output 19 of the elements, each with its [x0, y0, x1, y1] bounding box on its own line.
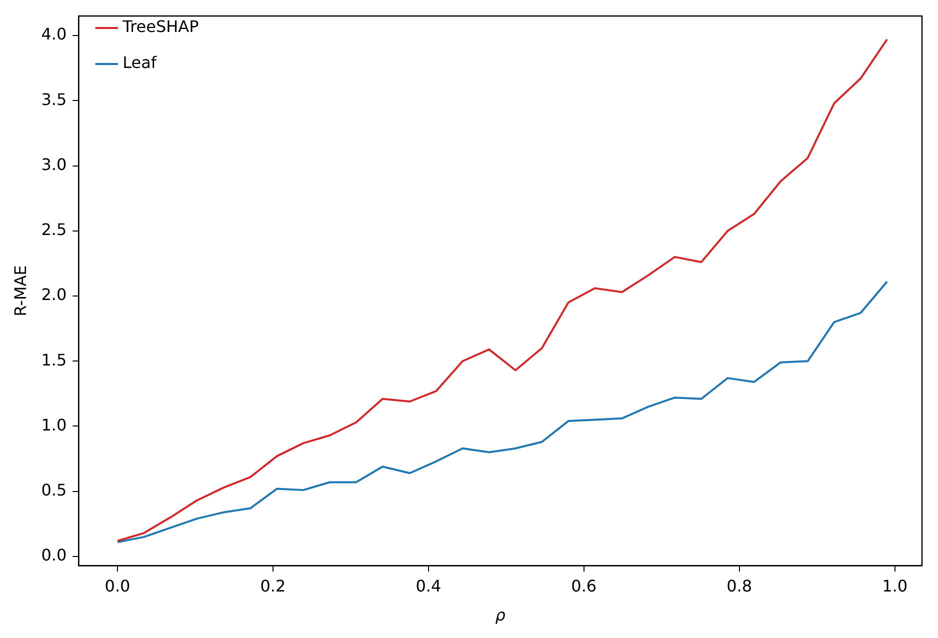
- y-tick-label: 2.0: [41, 285, 67, 304]
- x-tick-label: 0.4: [416, 576, 442, 596]
- x-tick-label: 1.0: [882, 576, 908, 596]
- y-tick-label: 3.0: [41, 154, 67, 174]
- y-tick-label: 1.0: [41, 415, 67, 434]
- x-axis-title: ρ: [495, 606, 506, 625]
- y-tick-label: 1.5: [41, 350, 67, 370]
- y-tick-label: 0.5: [41, 480, 67, 500]
- legend-label: TreeSHAP: [122, 17, 200, 36]
- y-tick-label: 0.0: [41, 546, 67, 565]
- legend-label: Leaf: [122, 53, 157, 72]
- y-tick-label: 4.0: [41, 24, 67, 44]
- x-tick-label: 0.6: [571, 576, 597, 596]
- y-axis-title: R-MAE: [10, 265, 30, 316]
- y-tick-label: 2.5: [41, 220, 67, 240]
- x-tick-label: 0.0: [104, 576, 130, 596]
- y-tick-label: 3.5: [41, 90, 67, 109]
- x-tick-label: 0.8: [726, 576, 752, 596]
- x-tick-label: 0.2: [260, 576, 286, 596]
